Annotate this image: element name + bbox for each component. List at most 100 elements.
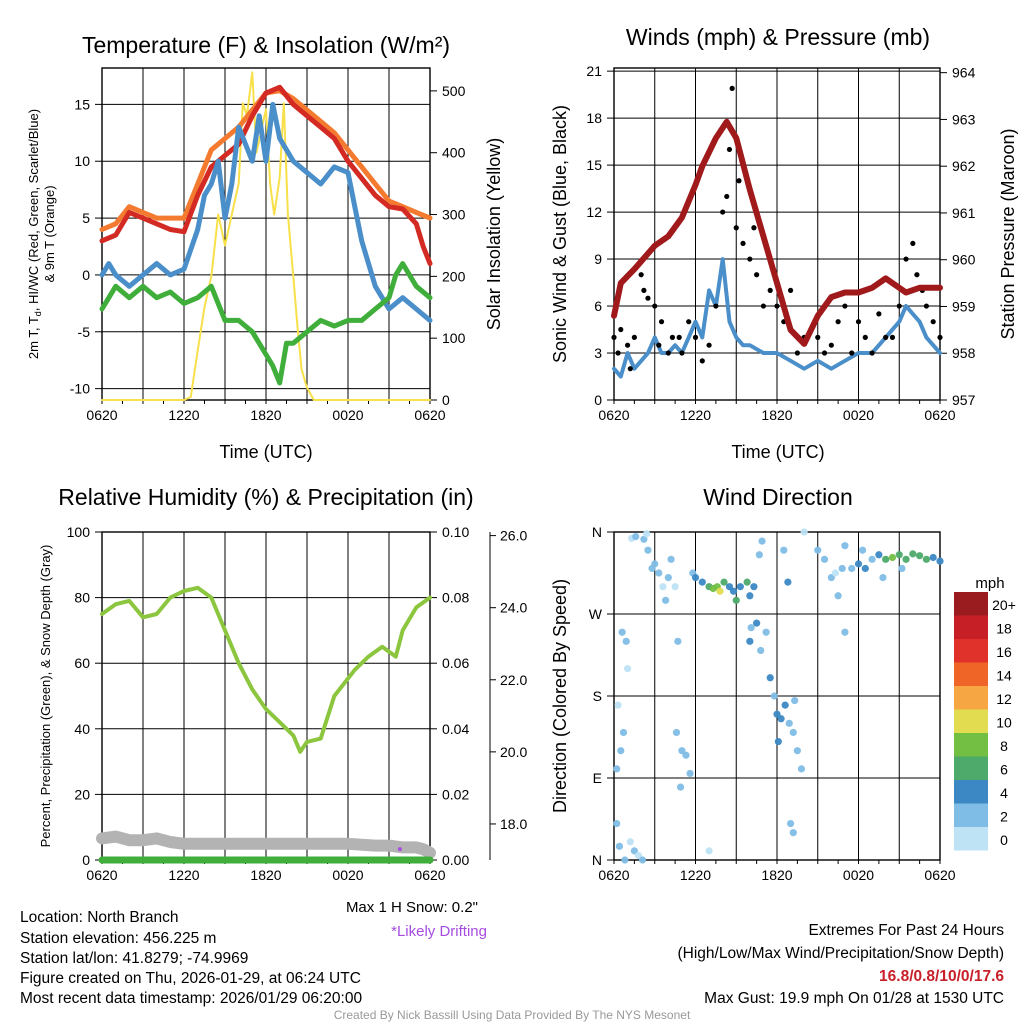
y2-tick-label: 964 — [952, 65, 976, 81]
solar-insolation-line — [101, 71, 431, 401]
y2-tick-label: 957 — [952, 392, 976, 408]
y-tick-label: 0 — [594, 392, 602, 408]
gust-point — [869, 350, 875, 356]
gust-point — [842, 303, 848, 309]
wind-direction-point — [929, 553, 937, 562]
solar-ylabel: Solar Insolation (Yellow) — [484, 138, 504, 330]
wind-direction-point — [648, 564, 656, 573]
gust-point — [611, 334, 617, 340]
y2-tick-label: 0.06 — [442, 655, 469, 671]
extremes-info: Extremes For Past 24 Hours (High/Low/Max… — [678, 922, 1005, 1007]
wind-direction-point — [617, 747, 625, 755]
wind-direction-point — [743, 578, 751, 586]
wind-direction-point — [736, 583, 744, 591]
plot-frame — [613, 67, 941, 401]
legend-swatch — [954, 639, 988, 663]
gust-point — [828, 342, 834, 348]
wind-direction-point — [791, 696, 799, 705]
wind-direction-point — [916, 552, 924, 560]
gust-point — [720, 209, 726, 215]
y-tick-label: 3 — [594, 345, 602, 361]
gust-point — [889, 334, 896, 340]
y-tick-label: 5 — [82, 210, 90, 226]
gust-point — [627, 366, 633, 372]
wind-direction-point — [643, 530, 651, 538]
wind-direction-point — [793, 747, 801, 755]
temperature-ylabel-line1: 2m T, Td, HI/WC (Red, Green, Scarlet/Blu… — [26, 109, 43, 359]
y-tick-label: N — [592, 524, 602, 540]
legend-swatch — [954, 756, 988, 780]
wind-direction-point — [674, 637, 682, 645]
wind-direction-point — [800, 528, 808, 536]
humidity-panel: Relative Humidity (%) & Precipitation (i… — [38, 484, 527, 940]
wind-chill-line — [99, 101, 433, 323]
legend-title: mph — [975, 575, 1004, 592]
dewpoint-line — [99, 261, 433, 386]
wind-direction-point — [757, 646, 765, 655]
gust-point — [910, 240, 916, 246]
extremes-title: Extremes For Past 24 Hours — [808, 922, 1004, 939]
y-tick-label: W — [589, 606, 603, 622]
humidity-ylabel: Percent, Precipitation (Green), & Snow D… — [38, 545, 53, 848]
snow-tick-label: 20.0 — [500, 744, 527, 760]
humidity-title: Relative Humidity (%) & Precipitation (i… — [58, 484, 473, 510]
legend-swatch — [954, 662, 988, 686]
wind-direction-point — [875, 551, 883, 559]
y2-tick-label: 961 — [952, 205, 976, 221]
wind-direction-point — [831, 569, 840, 577]
y2-tick-label: 959 — [952, 298, 976, 314]
winds-panel: Winds (mph) & Pressure (mb) Time (UTC) S… — [550, 24, 1018, 462]
gust-point — [815, 334, 821, 340]
wind-direction-point — [732, 596, 740, 604]
x-tick-label: 1820 — [250, 867, 281, 883]
wind-direction-point — [781, 701, 789, 709]
legend-label: 10 — [996, 715, 1012, 731]
gust-point — [615, 350, 621, 356]
wind-direction-point — [841, 628, 849, 636]
y-tick-label: 15 — [586, 157, 602, 173]
gust-point — [658, 319, 665, 325]
y-tick-label: 9 — [594, 251, 602, 267]
wind-direction-point — [644, 546, 652, 554]
wind-direction-point — [705, 847, 713, 855]
pressure-line — [611, 118, 943, 347]
legend-swatch — [954, 686, 988, 710]
y2-tick-label: 962 — [952, 158, 976, 174]
wind-direction-point — [753, 619, 761, 627]
legend-label: 20+ — [992, 597, 1016, 613]
legend-swatch — [954, 733, 988, 757]
gust-point — [754, 272, 760, 278]
gust-point — [751, 225, 757, 231]
y-tick-label: 18 — [586, 110, 602, 126]
y2-tick-label: 0.00 — [442, 852, 469, 868]
wind-direction-point — [882, 555, 890, 563]
wind-direction-point — [854, 560, 863, 568]
drifting-annotation: *Likely Drifting — [391, 923, 487, 940]
snow-depth-line — [96, 830, 436, 859]
gust-point — [883, 334, 889, 340]
gust-point — [652, 303, 658, 309]
legend-label: 14 — [996, 668, 1012, 684]
location-text: Location: North Branch — [20, 909, 179, 926]
gust-point — [849, 350, 855, 356]
y-tick-label: 12 — [586, 204, 602, 220]
wind-direction-point — [623, 665, 632, 673]
y-tick-label: N — [592, 852, 602, 868]
y-tick-label: 21 — [586, 63, 602, 79]
gust-point — [794, 350, 800, 356]
wind-direction-point — [774, 737, 782, 746]
y2-tick-label: 200 — [442, 268, 466, 284]
gust-point — [692, 334, 699, 340]
wind-direction-point — [746, 592, 754, 600]
y-tick-label: E — [593, 770, 602, 786]
gust-point — [903, 256, 909, 262]
y-tick-label: 80 — [74, 590, 90, 606]
wind-direction-point — [888, 553, 897, 562]
wind-direction-point — [766, 674, 774, 682]
legend-swatch — [954, 827, 988, 851]
gust-point — [624, 342, 631, 348]
temperature-title: Temperature (F) & Insolation (W/m²) — [82, 32, 450, 58]
wind-direction-point — [618, 628, 626, 636]
legend-label: 16 — [996, 644, 1012, 660]
wind-direction-point — [632, 532, 640, 541]
